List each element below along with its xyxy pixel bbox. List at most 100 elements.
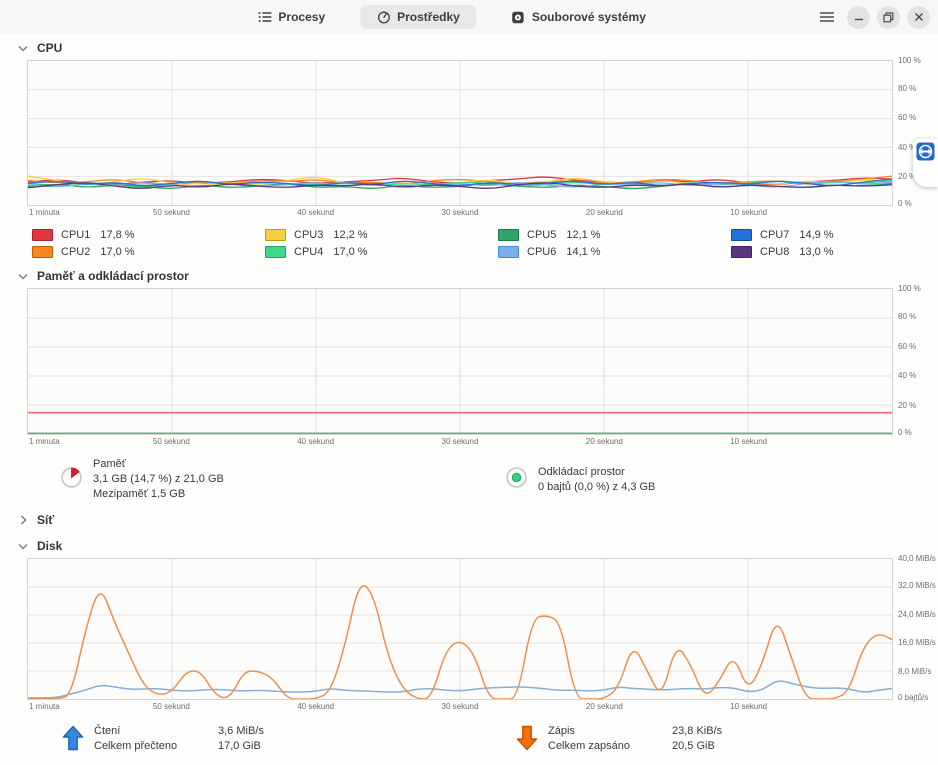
axis-tick: 20 % xyxy=(898,171,917,181)
cpu-label: CPU2 xyxy=(61,245,91,258)
gauge-icon xyxy=(377,11,390,24)
memory-legend: Paměť 3,1 GB (14,7 %) z 21,0 GB Mezipamě… xyxy=(60,457,938,502)
cpu-section-header[interactable]: CPU xyxy=(0,34,938,60)
window-controls xyxy=(814,0,930,34)
tab-processes-label: Procesy xyxy=(278,10,326,24)
axis-tick: 0 % xyxy=(898,428,912,437)
axis-tick: 30 sekund xyxy=(441,437,479,446)
cpu-value: 14,1 % xyxy=(566,245,601,258)
axis-tick: 20 sekund xyxy=(585,702,623,711)
axis-tick: 24,0 MiB/s xyxy=(898,609,936,619)
axis-tick: 20 sekund xyxy=(585,437,623,446)
arrow-down-icon xyxy=(512,725,542,751)
disk-write-title: Zápis xyxy=(548,724,575,737)
cpu8-swatch xyxy=(731,245,752,258)
cpu3-swatch xyxy=(265,228,286,241)
disk-section-title: Disk xyxy=(37,539,63,553)
hamburger-menu-button[interactable] xyxy=(814,4,840,30)
axis-tick: 30 sekund xyxy=(441,702,479,711)
disk-chart xyxy=(27,558,893,700)
axis-tick: 40,0 MiB/s xyxy=(898,554,936,563)
chevron-down-icon xyxy=(18,541,28,551)
chevron-right-icon xyxy=(18,515,28,525)
cpu-x-axis: 1 minuta 50 sekund 40 sekund 30 sekund 2… xyxy=(27,206,893,219)
cpu-label: CPU1 xyxy=(61,228,91,241)
memory-pie-icon xyxy=(60,466,83,494)
cpu5-legend-item: CPU5 12,1 % xyxy=(498,226,731,243)
memory-section-title: Paměť a odkládací prostor xyxy=(37,269,189,283)
memory-y-axis: 100 % 80 % 60 % 40 % 20 % 0 % xyxy=(893,285,937,437)
teamviewer-icon xyxy=(916,142,935,187)
minimize-button[interactable] xyxy=(847,5,870,29)
arrow-up-icon xyxy=(58,725,88,751)
axis-tick: 40 sekund xyxy=(297,702,335,711)
swap-pie-icon xyxy=(505,466,528,494)
axis-tick: 10 sekund xyxy=(730,208,768,217)
cpu4-legend-item: CPU4 17,0 % xyxy=(265,243,498,260)
memory-usage: 3,1 GB (14,7 %) z 21,0 GB xyxy=(93,473,224,485)
close-button[interactable] xyxy=(907,5,930,29)
cpu-value: 12,1 % xyxy=(566,228,601,241)
memory-title: Paměť xyxy=(93,458,126,470)
tab-filesystems-label: Souborové systémy xyxy=(531,10,646,24)
memory-chart-row: 100 % 80 % 60 % 40 % 20 % 0 % xyxy=(27,285,938,437)
axis-tick: 50 sekund xyxy=(152,437,190,446)
memory-chart-canvas xyxy=(28,289,892,434)
cpu-value: 17,0 % xyxy=(333,245,368,258)
axis-tick: 20 % xyxy=(898,400,917,410)
disk-write-total-label: Celkem zapsáno xyxy=(548,739,630,752)
disk-read-block: Čtení 3,6 MiB/s Celkem přečteno 17,0 GiB xyxy=(58,723,512,753)
axis-tick: 80 % xyxy=(898,312,917,322)
chevron-down-icon xyxy=(18,271,28,281)
cpu-chart-row: 100 % 80 % 60 % 40 % 20 % 0 % xyxy=(27,57,938,208)
memory-x-axis: 1 minuta 50 sekund 40 sekund 30 sekund 2… xyxy=(27,435,893,448)
axis-tick: 1 minuta xyxy=(29,702,60,711)
cpu-label: CPU8 xyxy=(760,245,790,258)
disk-write-rate: 23,8 KiB/s xyxy=(672,724,723,737)
cpu-section-title: CPU xyxy=(37,41,63,55)
memory-section-header[interactable]: Paměť a odkládací prostor xyxy=(0,262,938,288)
axis-tick: 60 % xyxy=(898,341,917,351)
disk-chart-row: 40,0 MiB/s 32,0 MiB/s 24,0 MiB/s 16,0 Mi… xyxy=(27,554,938,702)
cpu1-legend-item: CPU1 17,8 % xyxy=(32,226,265,243)
tab-processes[interactable]: Procesy xyxy=(241,5,342,29)
axis-tick: 30 sekund xyxy=(441,208,479,217)
swap-usage-block: Odkládací prostor 0 bajtů (0,0 %) z 4,3 … xyxy=(505,457,655,502)
cpu-value: 17,0 % xyxy=(100,245,135,258)
axis-tick: 50 sekund xyxy=(152,702,190,711)
cpu-label: CPU7 xyxy=(760,228,790,241)
cpu2-swatch xyxy=(32,245,53,258)
cpu4-swatch xyxy=(265,245,286,258)
memory-usage-block: Paměť 3,1 GB (14,7 %) z 21,0 GB Mezipamě… xyxy=(60,457,505,502)
axis-tick: 8,0 MiB/s xyxy=(898,666,932,676)
axis-tick: 50 sekund xyxy=(152,208,190,217)
network-section-header[interactable]: Síť xyxy=(0,506,938,532)
axis-tick: 60 % xyxy=(898,113,917,123)
cpu2-legend-item: CPU2 17,0 % xyxy=(32,243,265,260)
cpu7-legend-item: CPU7 14,9 % xyxy=(731,226,938,243)
cpu-label: CPU6 xyxy=(527,245,557,258)
axis-tick: 40 sekund xyxy=(297,437,335,446)
process-list-icon xyxy=(258,11,272,23)
maximize-button[interactable] xyxy=(877,5,900,29)
disk-legend: Čtení 3,6 MiB/s Celkem přečteno 17,0 GiB… xyxy=(58,723,938,753)
network-section-title: Síť xyxy=(37,513,55,527)
axis-tick: 80 % xyxy=(898,84,917,94)
cpu-label: CPU4 xyxy=(294,245,324,258)
headerbar: Procesy Prostředky Souborové systémy xyxy=(0,0,938,34)
disk-write-block: Zápis 23,8 KiB/s Celkem zapsáno 20,5 GiB xyxy=(512,723,722,753)
cpu-chart-canvas xyxy=(28,61,892,205)
teamviewer-edge-widget[interactable] xyxy=(913,139,938,187)
cpu-label: CPU5 xyxy=(527,228,557,241)
cpu1-swatch xyxy=(32,228,53,241)
disk-icon xyxy=(512,11,525,24)
cpu6-swatch xyxy=(498,245,519,258)
axis-tick: 10 sekund xyxy=(730,702,768,711)
tab-resources[interactable]: Prostředky xyxy=(360,5,477,29)
disk-section-header[interactable]: Disk xyxy=(0,532,938,558)
axis-tick: 20 sekund xyxy=(585,208,623,217)
tab-filesystems[interactable]: Souborové systémy xyxy=(495,5,663,29)
disk-read-total: 17,0 GiB xyxy=(218,739,261,752)
disk-chart-canvas xyxy=(28,559,892,699)
memory-chart xyxy=(27,288,893,435)
